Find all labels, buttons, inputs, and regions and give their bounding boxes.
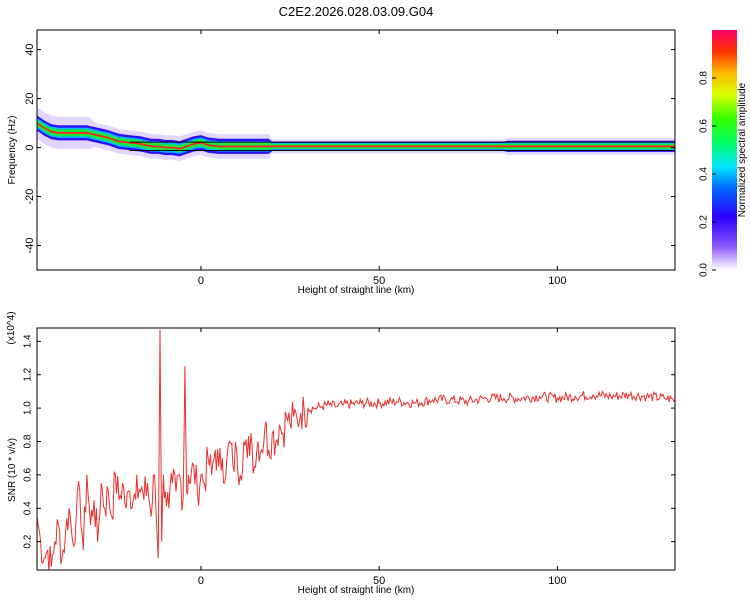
- snr-x-tick-label: 0: [198, 575, 204, 587]
- spectrogram-heatmap: [37, 107, 675, 161]
- snr-panel: 0 50 100 0.2 0.4 0.6 0.8 1.0 1.2 1.4 Height of st…: [6, 311, 676, 596]
- spectrogram-x-tick-label: 100: [548, 275, 566, 287]
- snr-y-axis-label: SNR (10 * v/v): [7, 438, 18, 502]
- snr-y-tick-label: 1.0: [23, 401, 34, 415]
- colorbar-tick-label: 0.4: [699, 167, 710, 181]
- snr-scale-label: (x10^4): [6, 311, 17, 344]
- colorbar: 0.0 0.2 0.4 0.6 0.8 Normalized spectral ampl…: [699, 30, 748, 277]
- colorbar-gradient: [712, 30, 737, 270]
- colorbar-tick-label: 0.0: [699, 263, 710, 277]
- spectrogram-y-tick-label: 20: [24, 92, 36, 104]
- colorbar-tick-label: 0.2: [699, 215, 710, 229]
- spectrogram-x-axis-label: Height of straight line (km): [298, 285, 415, 296]
- snr-y-tick-label: 1.4: [23, 334, 34, 348]
- spectrogram-x-tick-label: 0: [198, 275, 204, 287]
- snr-x-tick-label: 100: [548, 575, 566, 587]
- colorbar-label: Normalized spectral amplitude: [737, 82, 748, 217]
- snr-y-tick-label: 0.8: [23, 434, 34, 448]
- spectrogram-ticks: 0 50 100 -40 -20 0 20 40: [24, 30, 675, 287]
- chart-title: C2E2.2026.028.03.09.G04: [279, 4, 434, 19]
- spectrogram-x-tick-label: 50: [373, 275, 385, 287]
- snr-y-tick-label: 0.4: [23, 501, 34, 515]
- snr-y-tick-label: 0.6: [23, 467, 34, 481]
- spectrogram-core-band: [37, 122, 675, 150]
- spectrogram-frame: [36, 29, 676, 271]
- spectrogram-y-tick-label: 40: [24, 43, 36, 55]
- spectrogram-y-tick-label: -20: [24, 189, 36, 205]
- spectrogram-panel: 0 50 100 -40 -20 0 20 40 Height of straight lin…: [7, 29, 676, 296]
- spectrogram-halo-band: [37, 107, 675, 161]
- colorbar-tick-label: 0.6: [699, 119, 710, 133]
- colorbar-tick-label: 0.8: [699, 71, 710, 85]
- snr-x-tick-label: 50: [373, 575, 385, 587]
- spectrogram-y-axis-label: Frequency (Hz): [7, 116, 18, 185]
- snr-plot-area: [37, 329, 675, 570]
- spectrogram-y-tick-label: 0: [24, 144, 36, 150]
- spectrogram-y-tick-label: -40: [24, 238, 36, 254]
- snr-frame: [36, 327, 676, 571]
- snr-x-axis-label: Height of straight line (km): [298, 585, 415, 596]
- colorbar-ticks: 0.0 0.2 0.4 0.6 0.8: [699, 71, 716, 277]
- snr-y-tick-label: 0.2: [23, 534, 34, 548]
- snr-series-line: [37, 329, 675, 570]
- snr-y-tick-label: 1.2: [23, 367, 34, 381]
- snr-ticks: 0 50 100 0.2 0.4 0.6 0.8 1.0 1.2 1.4: [23, 328, 675, 587]
